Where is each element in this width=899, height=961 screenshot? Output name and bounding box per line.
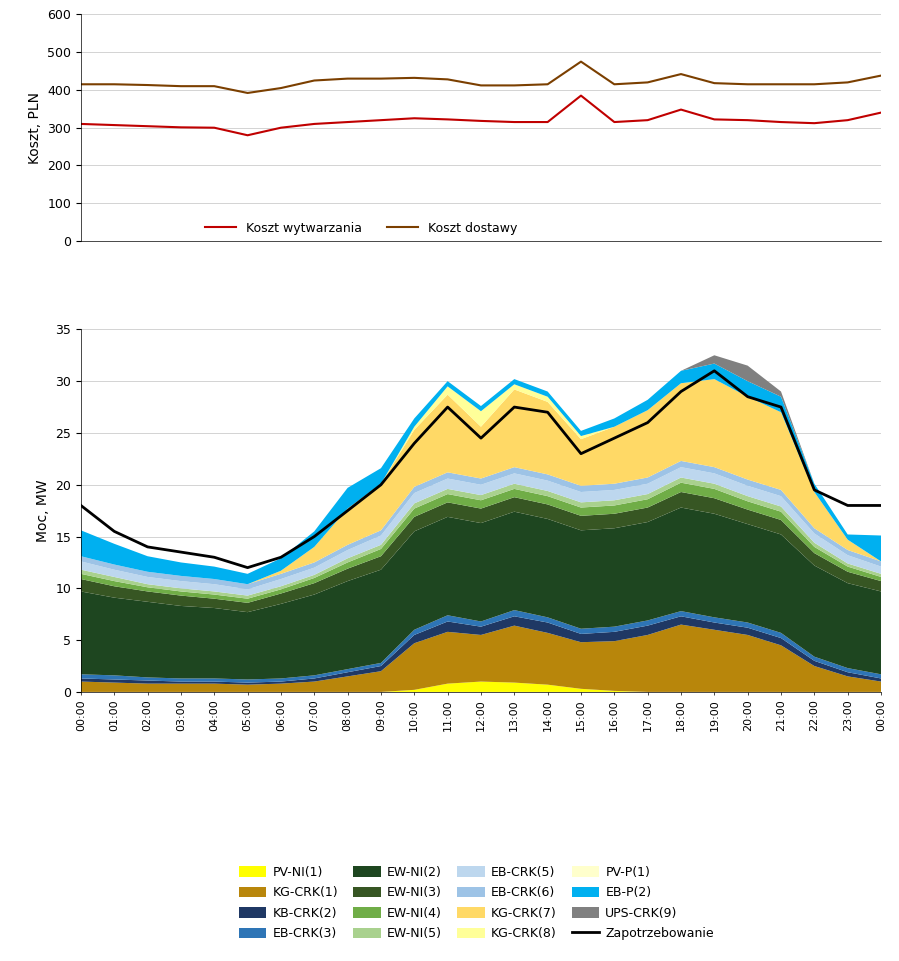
Koszt wytwarzania	[242, 130, 253, 141]
Koszt wytwarzania	[709, 113, 720, 125]
Koszt dostawy	[542, 79, 553, 90]
Koszt dostawy	[743, 79, 753, 90]
Y-axis label: Koszt, PLN: Koszt, PLN	[28, 91, 41, 163]
Koszt dostawy	[109, 79, 120, 90]
Koszt wytwarzania	[642, 114, 653, 126]
Koszt dostawy	[442, 74, 453, 86]
Koszt dostawy	[676, 68, 687, 80]
Koszt wytwarzania	[376, 114, 387, 126]
Koszt wytwarzania	[542, 116, 553, 128]
Koszt dostawy	[275, 83, 286, 94]
Koszt wytwarzania	[343, 116, 353, 128]
Koszt dostawy	[142, 79, 153, 90]
Koszt dostawy	[809, 79, 820, 90]
Legend: Koszt wytwarzania, Koszt dostawy: Koszt wytwarzania, Koszt dostawy	[204, 222, 518, 234]
Line: Koszt wytwarzania: Koszt wytwarzania	[81, 95, 881, 136]
Koszt wytwarzania	[175, 121, 186, 133]
Line: Koszt dostawy: Koszt dostawy	[81, 62, 881, 93]
Koszt wytwarzania	[609, 116, 619, 128]
Koszt wytwarzania	[476, 115, 486, 127]
Koszt dostawy	[575, 56, 586, 67]
Legend: PV-NI(1), KG-CRK(1), KB-CRK(2), EB-CRK(3), EW-NI(2), EW-NI(3), EW-NI(4), EW-NI(5: PV-NI(1), KG-CRK(1), KB-CRK(2), EB-CRK(3…	[234, 861, 719, 945]
Koszt dostawy	[242, 87, 253, 99]
Koszt dostawy	[175, 81, 186, 92]
Koszt wytwarzania	[842, 114, 853, 126]
Koszt wytwarzania	[109, 119, 120, 131]
Koszt wytwarzania	[309, 118, 320, 130]
Koszt wytwarzania	[743, 114, 753, 126]
Koszt dostawy	[309, 75, 320, 86]
Koszt wytwarzania	[76, 118, 86, 130]
Koszt dostawy	[709, 78, 720, 89]
Koszt dostawy	[509, 80, 520, 91]
Koszt dostawy	[343, 73, 353, 85]
Koszt dostawy	[409, 72, 420, 84]
Y-axis label: Moc, MW: Moc, MW	[36, 480, 49, 542]
Koszt wytwarzania	[275, 122, 286, 134]
Koszt dostawy	[609, 79, 619, 90]
Koszt dostawy	[476, 80, 486, 91]
Koszt wytwarzania	[442, 113, 453, 125]
Koszt dostawy	[776, 79, 787, 90]
Koszt wytwarzania	[676, 104, 687, 115]
Koszt dostawy	[642, 77, 653, 88]
Koszt dostawy	[876, 70, 886, 82]
Koszt wytwarzania	[876, 107, 886, 118]
Koszt dostawy	[76, 79, 86, 90]
Koszt dostawy	[376, 73, 387, 85]
Koszt wytwarzania	[142, 120, 153, 132]
Koszt wytwarzania	[575, 89, 586, 101]
Koszt wytwarzania	[409, 112, 420, 124]
Koszt dostawy	[209, 81, 219, 92]
Koszt dostawy	[842, 77, 853, 88]
Koszt wytwarzania	[209, 122, 219, 134]
Koszt wytwarzania	[509, 116, 520, 128]
Koszt wytwarzania	[776, 116, 787, 128]
Koszt wytwarzania	[809, 117, 820, 129]
